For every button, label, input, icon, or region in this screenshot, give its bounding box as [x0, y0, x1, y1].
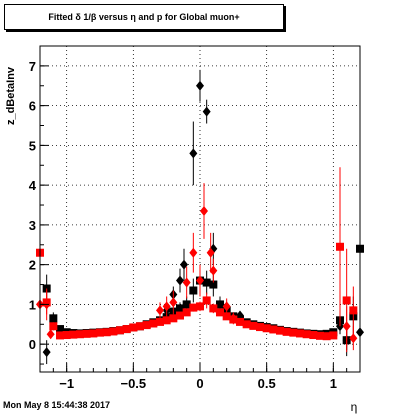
data-point: [309, 331, 318, 340]
y-tick-label: 5: [29, 138, 36, 153]
data-point: [196, 80, 204, 91]
data-point: [216, 300, 224, 309]
data-point: [242, 320, 251, 329]
data-point: [196, 275, 204, 286]
data-point: [169, 314, 178, 323]
data-point: [182, 308, 191, 317]
x-tick-label: −0.5: [120, 376, 146, 391]
data-point: [229, 313, 238, 324]
data-point: [176, 311, 184, 320]
data-point: [342, 296, 351, 305]
axis-ticks: −1 −0.5 0 0.5 1 0 1 2 3 4 5 6 7: [29, 45, 361, 391]
data-point: [76, 330, 84, 339]
data-point: [336, 242, 344, 251]
data-point: [162, 316, 171, 325]
data-point: [182, 277, 191, 288]
data-point: [206, 247, 215, 258]
series-4: [36, 183, 358, 351]
data-point: [122, 325, 131, 334]
data-point: [289, 328, 298, 337]
data-point: [156, 317, 164, 326]
data-point: [182, 300, 191, 309]
y-axis-label: z_dBetaInv: [5, 66, 17, 125]
data-point: [69, 330, 78, 339]
data-point: [82, 329, 91, 338]
data-point: [189, 303, 198, 312]
data-point: [236, 317, 244, 326]
data-point: [189, 148, 198, 159]
data-point: [176, 275, 184, 286]
data-point: [46, 329, 55, 340]
series-2: [42, 69, 364, 365]
data-point: [176, 304, 184, 313]
data-point: [262, 324, 271, 333]
data-point: [296, 329, 304, 338]
data-point: [349, 333, 358, 344]
data-point: [162, 301, 171, 312]
data-point: [302, 330, 311, 339]
data-point: [189, 286, 198, 295]
data-point: [180, 259, 188, 270]
data-point: [342, 321, 351, 332]
data-point: [216, 308, 224, 317]
data-point: [142, 321, 151, 330]
y-tick-label: 6: [29, 99, 36, 114]
y-tick-label: 7: [29, 59, 36, 74]
timestamp-footer: Mon May 8 15:44:38 2017: [3, 400, 111, 410]
data-point: [282, 327, 291, 336]
data-point: [49, 322, 58, 331]
data-point: [169, 297, 178, 308]
data-point: [276, 326, 284, 335]
data-point: [329, 331, 338, 340]
data-point: [42, 347, 51, 358]
data-point: [322, 332, 331, 341]
y-tick-label: 1: [29, 297, 36, 312]
data-point: [202, 296, 211, 305]
data-point: [136, 322, 144, 331]
x-tick-label: −1: [59, 376, 74, 391]
data-point: [62, 331, 71, 340]
data-point: [256, 323, 264, 332]
x-tick-label: 1: [330, 376, 337, 391]
data-point: [222, 312, 231, 321]
data-point: [202, 106, 211, 117]
data-point: [196, 302, 204, 311]
data-point: [316, 331, 324, 340]
series-3: [36, 167, 358, 353]
x-tick-label: 0: [196, 376, 203, 391]
y-tick-label: 3: [29, 218, 36, 233]
data-point: [102, 328, 111, 337]
data-point: [349, 306, 358, 315]
data-point: [149, 319, 158, 328]
y-tick-label: 0: [29, 337, 36, 352]
y-tick-label: 2: [29, 258, 36, 273]
data-point: [129, 323, 138, 332]
data-point: [209, 280, 218, 289]
x-tick-label: 0.5: [258, 376, 276, 391]
data-point: [202, 278, 211, 287]
data-point: [209, 304, 218, 313]
data-point: [89, 329, 98, 338]
data-point: [109, 327, 118, 336]
data-point: [269, 325, 278, 334]
data-point: [222, 301, 231, 312]
x-axis-label: η: [351, 400, 358, 414]
data-points: [36, 69, 364, 365]
data-point: [56, 325, 64, 334]
data-point: [156, 305, 164, 316]
data-point: [116, 326, 124, 335]
data-point: [200, 205, 208, 216]
y-tick-label: 4: [29, 178, 37, 193]
data-point: [56, 331, 64, 340]
data-point: [96, 328, 104, 337]
data-point: [249, 321, 258, 330]
data-point: [209, 265, 218, 276]
chart-title: Fitted δ 1/β versus η and p for Global m…: [4, 4, 284, 30]
data-point: [189, 247, 198, 258]
